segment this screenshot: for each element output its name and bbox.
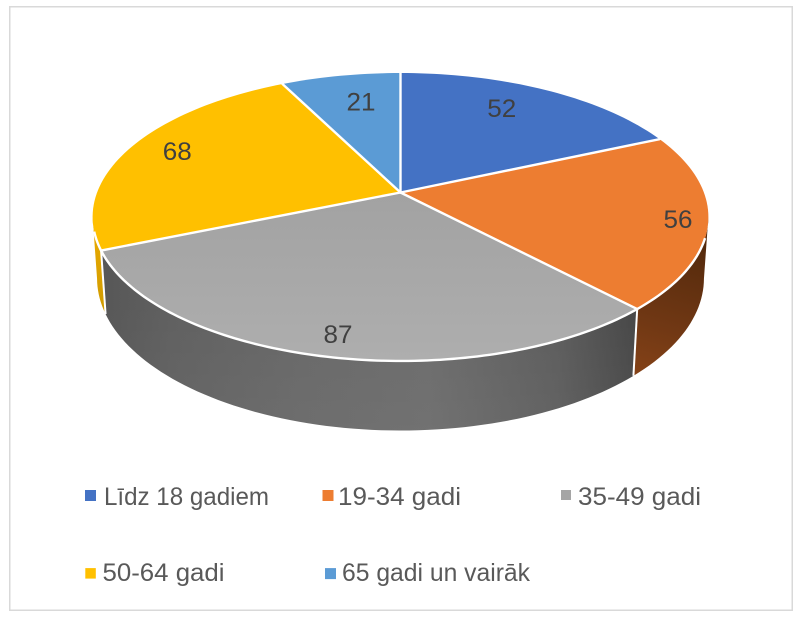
- svg-text:21: 21: [347, 89, 376, 117]
- svg-text:19-34 gadi: 19-34 gadi: [338, 483, 461, 511]
- svg-text:56: 56: [664, 206, 693, 234]
- svg-text:87: 87: [324, 321, 353, 349]
- svg-text:65 gadi un vairāk: 65 gadi un vairāk: [342, 559, 530, 587]
- svg-text:52: 52: [487, 95, 516, 123]
- svg-text:50-64 gadi: 50-64 gadi: [103, 559, 225, 587]
- svg-text:35-49 gadi: 35-49 gadi: [578, 483, 701, 511]
- svg-text:68: 68: [163, 138, 192, 166]
- svg-text:Līdz 18 gadiem: Līdz 18 gadiem: [104, 483, 269, 511]
